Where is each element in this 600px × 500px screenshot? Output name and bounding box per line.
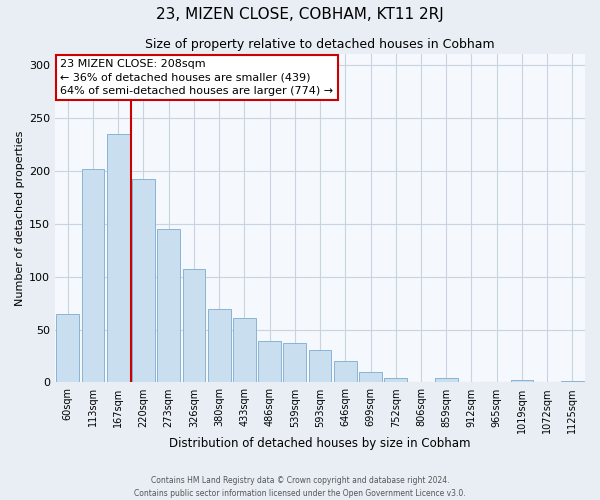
- X-axis label: Distribution of detached houses by size in Cobham: Distribution of detached houses by size …: [169, 437, 471, 450]
- Title: Size of property relative to detached houses in Cobham: Size of property relative to detached ho…: [145, 38, 495, 51]
- Bar: [283, 344, 306, 382]
- Text: 23, MIZEN CLOSE, COBHAM, KT11 2RJ: 23, MIZEN CLOSE, COBHAM, KT11 2RJ: [156, 8, 444, 22]
- Bar: [208, 310, 230, 382]
- Bar: [82, 168, 104, 382]
- Text: 23 MIZEN CLOSE: 208sqm
← 36% of detached houses are smaller (439)
64% of semi-de: 23 MIZEN CLOSE: 208sqm ← 36% of detached…: [61, 60, 334, 96]
- Bar: [258, 341, 281, 382]
- Bar: [511, 380, 533, 382]
- Bar: [359, 372, 382, 382]
- Text: Contains HM Land Registry data © Crown copyright and database right 2024.
Contai: Contains HM Land Registry data © Crown c…: [134, 476, 466, 498]
- Bar: [157, 229, 180, 382]
- Bar: [309, 350, 331, 382]
- Bar: [334, 362, 356, 382]
- Bar: [182, 269, 205, 382]
- Bar: [435, 378, 458, 382]
- Bar: [56, 314, 79, 382]
- Bar: [132, 180, 155, 382]
- Bar: [107, 134, 130, 382]
- Bar: [233, 318, 256, 382]
- Bar: [385, 378, 407, 382]
- Y-axis label: Number of detached properties: Number of detached properties: [15, 131, 25, 306]
